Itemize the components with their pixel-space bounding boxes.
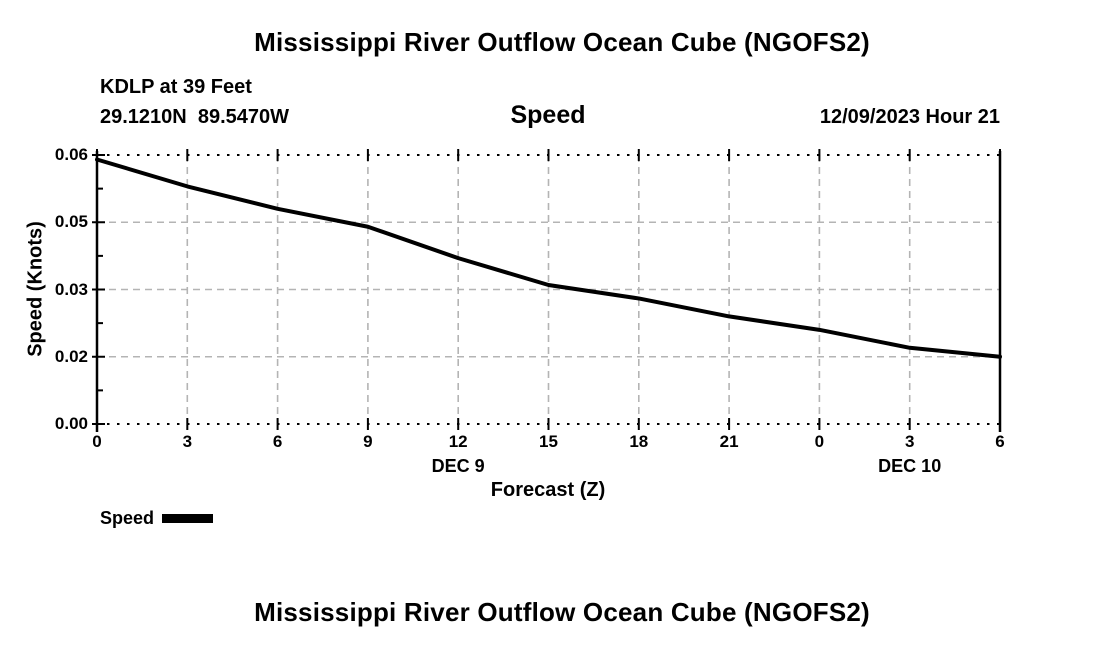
legend-label: Speed [100, 508, 155, 528]
series-line-speed [95, 157, 1002, 359]
x-axis-label: Forecast (Z) [490, 479, 606, 501]
plot-variable-title: Speed [510, 101, 586, 129]
model-datetime-label: 12/09/2023 Hour 21 [819, 106, 1000, 128]
x-tick-label: 3 [904, 432, 915, 451]
x-tick-label: 3 [182, 432, 193, 451]
x-tick-label: 18 [629, 432, 649, 451]
y-tick-label: 0.02 [54, 346, 88, 366]
x-tick-label: 0 [92, 432, 102, 451]
station-label: KDLP at 39 Feet [100, 76, 252, 98]
x-tick-label: 6 [995, 432, 1005, 451]
day-label: DEC 9 [431, 456, 485, 476]
x-tick-label: 0 [814, 432, 825, 451]
x-tick-label: 15 [539, 432, 558, 451]
speed-line-chart [92, 149, 1002, 432]
y-tick-label: 0.05 [54, 212, 88, 232]
legend-line-swatch [162, 514, 214, 523]
bottom-title: Mississippi River Outflow Ocean Cube (NG… [254, 597, 870, 627]
x-tick-label: 12 [448, 432, 468, 451]
x-tick-label: 21 [719, 432, 739, 451]
x-tick-label: 9 [363, 432, 373, 451]
y-tick-label: 0.03 [54, 279, 88, 299]
legend: Speed [100, 508, 214, 529]
x-tick-label: 6 [272, 432, 283, 451]
coordinates-label: 29.1210N 89.5470W [100, 106, 290, 128]
day-label: DEC 10 [878, 456, 942, 476]
top-title: Mississippi River Outflow Ocean Cube (NG… [254, 27, 870, 57]
y-tick-label: 0.06 [54, 145, 88, 164]
y-tick-label: 0.00 [54, 414, 88, 433]
